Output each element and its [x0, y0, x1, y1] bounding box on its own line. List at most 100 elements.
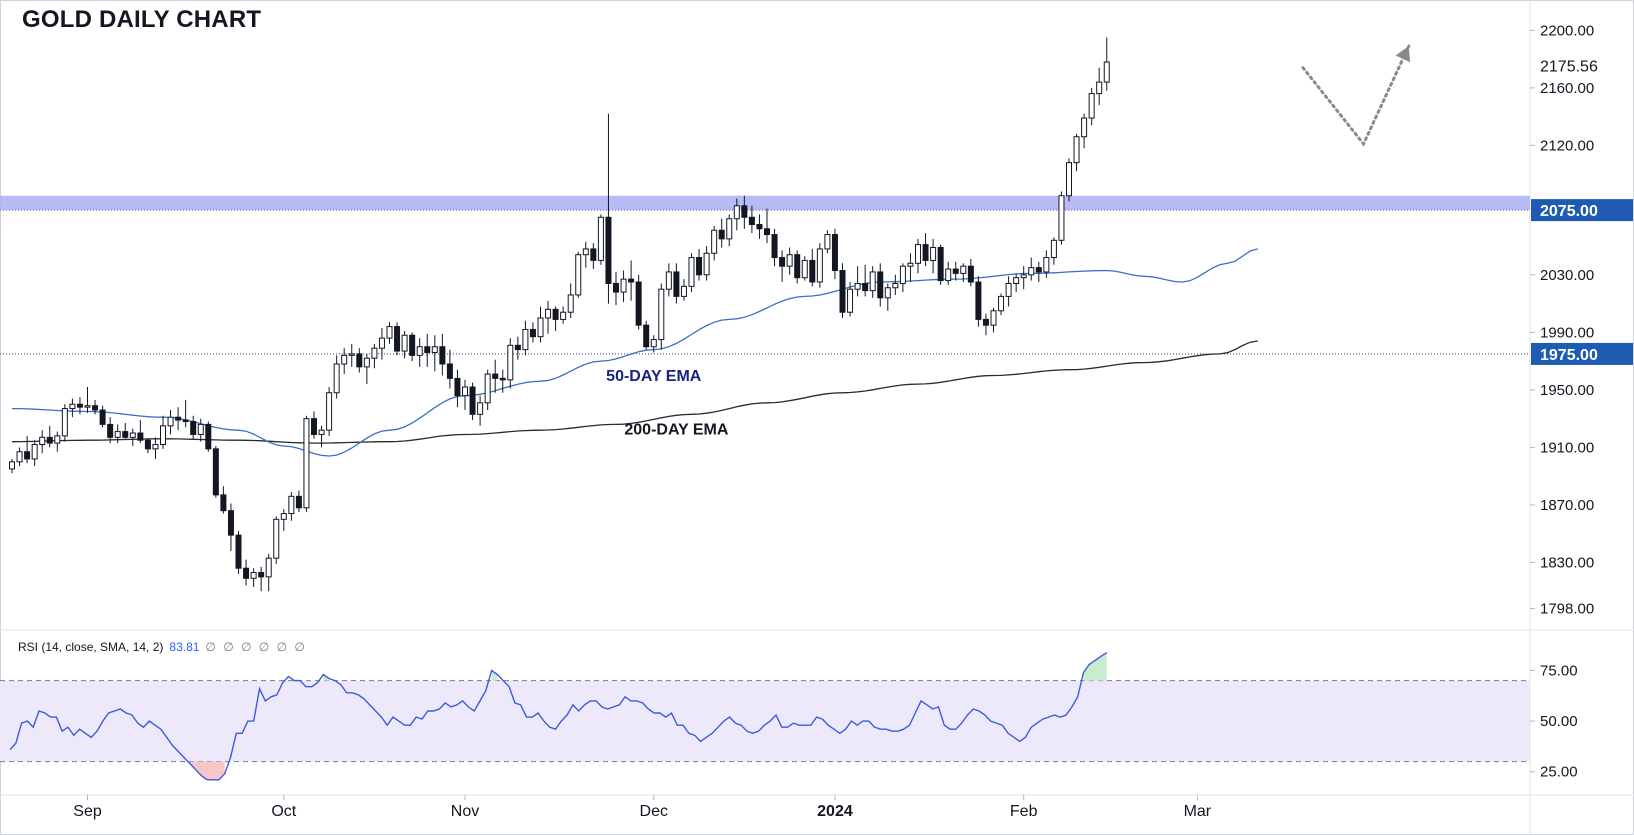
candle-bearish	[243, 559, 250, 586]
candle-bearish	[741, 195, 748, 229]
candle-body	[424, 346, 431, 353]
time-tick-label: Feb	[1010, 803, 1038, 820]
candle-bearish	[295, 490, 302, 513]
time-axis[interactable]: Sep Oct Nov Dec 2024 Feb Mar	[73, 795, 1212, 820]
candle-body	[982, 318, 989, 326]
candle-body	[54, 435, 61, 444]
candle-body	[31, 444, 38, 460]
candle-bearish	[99, 405, 106, 428]
candle-bullish	[1013, 273, 1020, 293]
candle-body	[1035, 267, 1042, 273]
candle-body	[137, 432, 144, 441]
candle-bullish	[152, 437, 159, 459]
candle-bullish	[114, 424, 121, 444]
candle-bullish	[386, 322, 393, 344]
candle-body	[824, 234, 831, 250]
price-level-label: 1975.00	[1540, 347, 1598, 364]
candle-body	[673, 271, 680, 297]
candle-bearish	[107, 417, 114, 444]
rsi-legend-placeholders: ∅ ∅ ∅ ∅ ∅ ∅	[205, 640, 307, 654]
price-pane[interactable]: 50-DAY EMA 200-DAY EMA	[0, 37, 1530, 592]
candle-body	[356, 353, 363, 368]
candle-bearish	[212, 445, 219, 498]
candle-body	[635, 281, 642, 326]
candle-bearish	[673, 263, 680, 304]
price-axis[interactable]: 2200.00 2160.00 2120.00 2030.00 1990.00 1950.…	[1530, 22, 1633, 617]
candle-body	[1058, 195, 1065, 241]
candle-body	[341, 354, 348, 365]
rsi-pane[interactable]	[0, 652, 1530, 781]
candle-bullish	[990, 307, 997, 333]
candle-body	[76, 403, 83, 408]
candle-bullish	[854, 266, 861, 297]
candle-bearish	[975, 276, 982, 327]
candle-body	[537, 317, 544, 338]
candle-bullish	[1028, 257, 1035, 281]
candle-body	[1013, 277, 1020, 284]
current-price-badge	[1531, 54, 1633, 77]
candle-bearish	[982, 313, 989, 336]
candle-bearish	[492, 359, 499, 393]
candle-body	[514, 344, 521, 351]
rsi-axis[interactable]: 75.00 50.00 25.00	[1530, 662, 1578, 781]
candle-bearish	[258, 566, 265, 592]
candle-bullish	[1073, 133, 1080, 172]
candle-bullish	[567, 283, 574, 318]
rsi-legend-value: 83.81	[169, 640, 200, 654]
candle-bearish	[205, 421, 212, 452]
rsi-oversold-fill	[189, 761, 225, 780]
candle-body	[643, 324, 650, 348]
candle-bullish	[960, 263, 967, 283]
candle-bullish	[930, 238, 937, 274]
candle-body	[197, 423, 204, 435]
candle-bullish	[816, 243, 823, 288]
candle-body	[560, 311, 567, 320]
candle-body	[711, 229, 718, 254]
candle-body	[160, 425, 166, 446]
candle-body	[1073, 136, 1080, 164]
candle-body	[167, 416, 174, 427]
candle-body	[1066, 162, 1072, 197]
candle-bullish	[665, 263, 672, 297]
candle-bullish	[371, 343, 378, 369]
projection-path	[1301, 44, 1411, 147]
candle-body	[288, 495, 295, 515]
candle-bullish	[31, 440, 38, 467]
candle-bearish	[446, 349, 453, 389]
candle-body	[69, 403, 76, 410]
price-tick-label: 1830.00	[1540, 554, 1594, 571]
candle-bullish	[401, 330, 408, 359]
time-tick-label: Nov	[451, 803, 479, 820]
candle-body	[620, 278, 627, 293]
candle-bearish	[46, 425, 53, 448]
candle-body	[122, 431, 129, 438]
candle-body	[258, 572, 265, 578]
candle-bearish	[24, 435, 31, 464]
candle-bullish	[998, 293, 1005, 316]
candle-bearish	[922, 233, 929, 267]
candle-body	[952, 268, 959, 274]
candle-bearish	[235, 530, 242, 574]
candle-body	[61, 408, 68, 437]
candle-body	[220, 494, 227, 512]
time-tick-label: Sep	[73, 803, 102, 820]
candle-bearish	[635, 274, 642, 330]
candle-body	[394, 326, 401, 352]
candle-bullish	[1020, 266, 1027, 290]
price-tick-label: 2120.00	[1540, 137, 1594, 154]
candle-bearish	[831, 228, 838, 280]
candle-body	[462, 386, 468, 397]
candle-bullish	[1058, 191, 1065, 245]
candle-body	[809, 259, 816, 283]
candle-bearish	[514, 336, 521, 360]
candle-body	[899, 265, 906, 284]
ema-50-line	[12, 248, 1258, 457]
candle-bearish	[590, 243, 597, 270]
candle-bullish	[250, 568, 257, 587]
candle-body	[930, 246, 937, 261]
candle-bearish	[643, 320, 650, 350]
candle-body	[545, 308, 552, 319]
candle-body	[311, 418, 317, 435]
candle-body	[839, 270, 846, 313]
